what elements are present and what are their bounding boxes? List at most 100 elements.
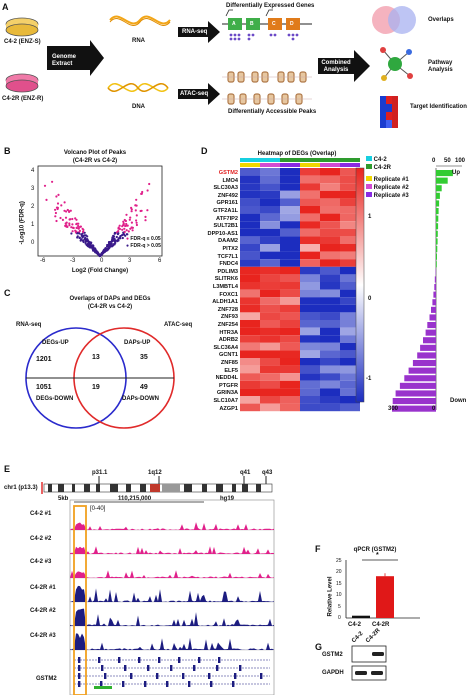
gene-label: LMO4 xyxy=(222,177,238,184)
heatmap-cell xyxy=(260,358,280,366)
qpcr-bar xyxy=(352,615,370,618)
volcano-point xyxy=(74,217,77,220)
blot-row-1: GSTM2 xyxy=(322,652,343,658)
heatmap-cell xyxy=(260,190,280,199)
heatmap-cell xyxy=(300,228,320,237)
heatmap-cell xyxy=(280,320,300,328)
heatmap-cell xyxy=(340,373,360,381)
heatmap-cell xyxy=(260,228,280,237)
gene-label: ATF7IP2 xyxy=(216,215,238,222)
gene-label: ELF5 xyxy=(224,367,238,374)
heatmap-cell xyxy=(300,236,320,244)
deg-up-bar xyxy=(436,192,440,199)
volcano-point xyxy=(148,182,151,186)
volcano-point xyxy=(130,221,133,224)
heatmap-cell xyxy=(260,244,280,252)
volcano-point xyxy=(123,233,126,236)
replicate-bar-cell xyxy=(340,163,360,167)
volcano-point xyxy=(129,216,132,219)
volcano-point xyxy=(77,224,80,228)
qpcr-ytick-25: 25 xyxy=(336,558,342,564)
legend-rep-2-text: Replicate #2 xyxy=(373,185,409,191)
qpcr-xlabel-2: C4-2R xyxy=(372,622,390,628)
chrom-label: chr1 (p13.3) xyxy=(4,485,38,491)
gene-exon xyxy=(188,681,191,687)
volcano-ytick-0: 0 xyxy=(31,240,35,246)
range-label: [0-40] xyxy=(90,506,106,512)
heatmap-cell xyxy=(260,380,280,389)
overlaps-label: Overlaps xyxy=(428,17,454,23)
qpcr-ytick-0: 0 xyxy=(338,615,341,621)
heatmap-cell xyxy=(240,342,260,351)
volcano-point xyxy=(65,225,68,228)
blot-row-2: GAPDH xyxy=(322,670,344,676)
venn-daps-down: DAPs-DOWN xyxy=(122,396,159,402)
deg-down-bar xyxy=(395,390,436,397)
gene-exon xyxy=(210,681,213,687)
qpcr-xlabel-1: C4-2 xyxy=(348,622,362,628)
venn-degs-down: DEGs-DOWN xyxy=(36,396,74,402)
volcano-xtick-4: 3 xyxy=(128,258,132,264)
volcano-point xyxy=(114,241,117,244)
volcano-point xyxy=(79,239,82,242)
venn-diagram xyxy=(25,327,175,429)
pathway-label: Pathway Analysis xyxy=(428,60,453,73)
volcano-point xyxy=(60,204,63,207)
gene-label: GRIN3A xyxy=(216,390,238,397)
gene-label: PITX2 xyxy=(222,246,238,252)
volcano-point xyxy=(135,219,138,222)
volcano-point xyxy=(78,236,81,240)
deg-down-bar xyxy=(431,306,436,313)
heatmap-cell xyxy=(260,342,280,351)
track-signal xyxy=(70,522,274,530)
heatmap-cell xyxy=(300,403,320,412)
deg-up-bar xyxy=(436,185,442,192)
volcano-point xyxy=(107,241,111,244)
heatmap-cell xyxy=(240,403,260,412)
heatmap-cell xyxy=(320,304,340,313)
deg-up-bar xyxy=(436,261,437,268)
heatmap-cell xyxy=(340,282,360,290)
heatmap-cell xyxy=(300,206,320,214)
qpcr-ytick-10: 10 xyxy=(336,592,342,598)
heatmap-cell xyxy=(300,297,320,305)
venn-degs-up: DEGs-UP xyxy=(42,340,69,346)
gene-letter-d: D xyxy=(290,21,294,27)
heatmap-cell xyxy=(260,221,280,229)
deg-up-bar xyxy=(436,215,439,222)
heatmap-cell xyxy=(280,244,300,252)
atac-seq-label: ATAC-seq xyxy=(180,91,209,97)
heatmap-cell xyxy=(340,228,360,237)
heatmap-cell xyxy=(260,335,280,343)
genome-extract-label: Genome Extract xyxy=(52,54,77,67)
heatmap-cell xyxy=(320,190,340,199)
heatmap-cell xyxy=(340,190,360,199)
volcano-point xyxy=(100,252,103,256)
deg-down-bar xyxy=(392,398,436,405)
gene-exon xyxy=(122,681,125,687)
volcano-point xyxy=(103,248,106,251)
deg-bar-chart xyxy=(392,165,462,412)
volcano-point xyxy=(130,206,133,209)
deg-up-bar xyxy=(436,238,438,245)
heatmap-cell xyxy=(260,327,280,336)
count-down-down: 19 xyxy=(92,384,100,391)
heatmap-cell xyxy=(260,396,280,404)
heatmap-cell xyxy=(280,251,300,260)
legend-rep-2: Replicate #2 xyxy=(366,184,409,192)
volcano-point xyxy=(112,235,116,238)
gene-exon xyxy=(178,657,181,663)
gene-label: ZNF254 xyxy=(217,322,238,328)
heatmap-cell xyxy=(240,206,260,214)
bar-tick-50: 50 xyxy=(444,158,451,164)
heatmap-cell xyxy=(280,380,300,389)
volcano-point xyxy=(71,230,74,233)
track-signal xyxy=(70,585,274,602)
heatmap-cell xyxy=(320,213,340,222)
gene-exon xyxy=(124,665,127,671)
volcano-ytick-1: 1 xyxy=(31,222,35,228)
deg-up-bar xyxy=(436,170,453,177)
volcano-point xyxy=(81,230,85,233)
heatmap-cell xyxy=(240,396,260,404)
heatmap-cell xyxy=(240,228,260,237)
